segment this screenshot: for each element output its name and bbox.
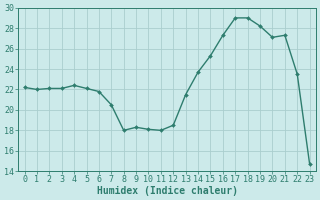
X-axis label: Humidex (Indice chaleur): Humidex (Indice chaleur) [97, 186, 237, 196]
